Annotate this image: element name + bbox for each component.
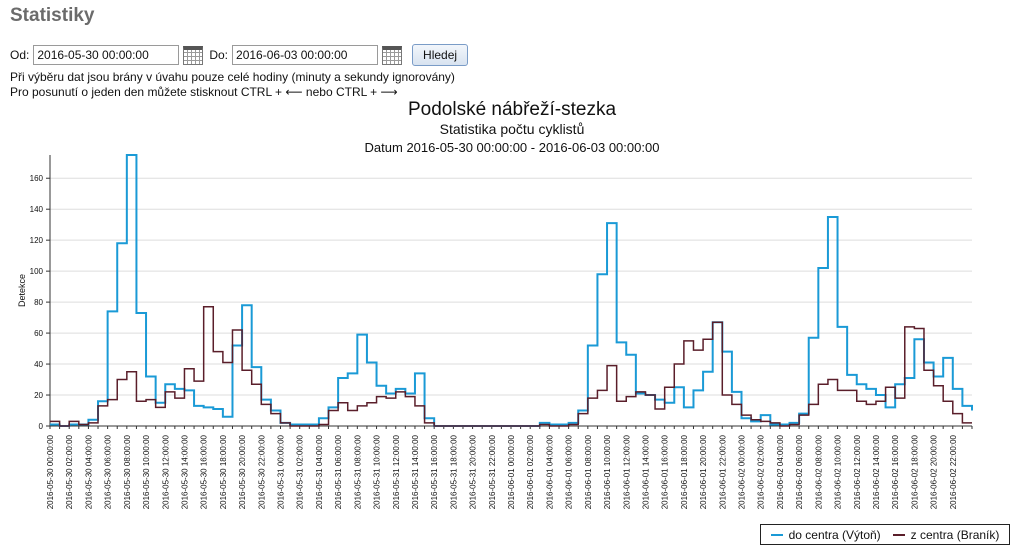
y-tick-label: 0 (39, 422, 44, 431)
x-tick-label: 2016-05-31 00:00:00 (277, 434, 286, 509)
legend-label: z centra (Braník) (910, 527, 1000, 542)
x-tick-label: 2016-05-31 08:00:00 (353, 434, 362, 509)
from-date-input[interactable] (33, 45, 180, 65)
x-tick-label: 2016-05-31 22:00:00 (488, 434, 497, 509)
x-tick-label: 2016-05-30 10:00:00 (142, 434, 151, 509)
x-tick-label: 2016-06-01 04:00:00 (545, 434, 554, 509)
y-tick-label: 60 (34, 329, 43, 338)
x-tick-label: 2016-05-31 12:00:00 (392, 434, 401, 509)
x-tick-label: 2016-05-31 14:00:00 (411, 434, 420, 509)
series-line-from-center (50, 306, 972, 427)
x-tick-label: 2016-05-31 02:00:00 (296, 434, 305, 509)
x-tick-label: 2016-05-31 06:00:00 (334, 434, 343, 509)
chart-date-range: Datum 2016-05-30 00:00:00 - 2016-06-03 0… (364, 140, 660, 155)
date-filter-bar: Od: Do: Hledej (10, 43, 469, 67)
x-tick-label: 2016-06-01 22:00:00 (718, 434, 727, 509)
x-tick-label: 2016-06-01 20:00:00 (699, 434, 708, 509)
x-tick-label: 2016-05-31 16:00:00 (430, 434, 439, 509)
shortcut-note: Pro posunutí o jeden den můžete stisknou… (10, 85, 398, 99)
x-tick-label: 2016-06-02 12:00:00 (853, 434, 862, 509)
x-tick-label: 2016-06-01 16:00:00 (661, 434, 670, 509)
y-tick-label: 80 (34, 298, 43, 307)
x-tick-label: 2016-05-30 22:00:00 (257, 434, 266, 509)
x-tick-label: 2016-05-30 00:00:00 (46, 434, 55, 509)
x-tick-label: 2016-05-31 20:00:00 (469, 434, 478, 509)
x-tick-label: 2016-05-30 12:00:00 (161, 434, 170, 509)
x-tick-label: 2016-06-02 18:00:00 (910, 434, 919, 509)
y-tick-label: 120 (30, 236, 44, 245)
series-line-to-center (50, 154, 973, 427)
x-tick-label: 2016-06-02 14:00:00 (872, 434, 881, 509)
x-tick-label: 2016-05-30 18:00:00 (219, 434, 228, 509)
chart-subtitle: Statistika počtu cyklistů (439, 121, 585, 137)
x-tick-label: 2016-06-01 08:00:00 (584, 434, 593, 509)
x-tick-label: 2016-06-02 04:00:00 (776, 434, 785, 509)
y-axis-label: Detekce (17, 274, 27, 307)
x-tick-label: 2016-06-02 16:00:00 (891, 434, 900, 509)
x-tick-label: 2016-06-02 00:00:00 (738, 434, 747, 509)
x-tick-label: 2016-06-02 10:00:00 (834, 434, 843, 509)
x-tick-label: 2016-06-01 12:00:00 (622, 434, 631, 509)
to-date-input[interactable] (232, 45, 379, 65)
y-tick-label: 140 (30, 205, 44, 214)
x-tick-label: 2016-05-31 18:00:00 (449, 434, 458, 509)
x-tick-label: 2016-05-30 04:00:00 (84, 434, 93, 509)
x-tick-label: 2016-05-30 02:00:00 (65, 434, 74, 509)
x-tick-label: 2016-06-02 02:00:00 (757, 434, 766, 509)
x-tick-label: 2016-05-30 16:00:00 (200, 434, 209, 509)
y-tick-label: 40 (34, 360, 43, 369)
x-tick-label: 2016-06-02 20:00:00 (930, 434, 939, 509)
legend-item-from-center: z centra (Braník) (892, 527, 1000, 542)
legend-swatch (770, 533, 783, 536)
x-tick-label: 2016-05-30 06:00:00 (104, 434, 113, 509)
x-tick-label: 2016-05-31 04:00:00 (315, 434, 324, 509)
x-tick-label: 2016-05-31 10:00:00 (373, 434, 382, 509)
y-tick-label: 100 (30, 267, 44, 276)
from-label: Od: (10, 48, 30, 62)
calendar-icon[interactable] (183, 45, 204, 65)
x-tick-label: 2016-06-01 06:00:00 (565, 434, 574, 509)
x-tick-label: 2016-05-30 08:00:00 (123, 434, 132, 509)
x-tick-label: 2016-06-02 06:00:00 (795, 434, 804, 509)
to-label: Do: (209, 48, 229, 62)
x-tick-label: 2016-06-01 18:00:00 (680, 434, 689, 509)
x-tick-label: 2016-06-01 00:00:00 (507, 434, 516, 509)
x-tick-label: 2016-05-30 14:00:00 (180, 434, 189, 509)
x-tick-label: 2016-06-02 22:00:00 (949, 434, 958, 509)
y-tick-label: 160 (30, 174, 44, 183)
x-tick-label: 2016-05-30 20:00:00 (238, 434, 247, 509)
chart-title: Podolské nábřeží-stezka (407, 99, 617, 120)
y-tick-label: 20 (34, 391, 43, 400)
x-tick-label: 2016-06-01 10:00:00 (603, 434, 612, 509)
legend-label: do centra (Výtoň) (788, 527, 881, 542)
x-tick-label: 2016-06-02 08:00:00 (814, 434, 823, 509)
search-button[interactable]: Hledej (412, 44, 469, 66)
hours-note: Při výběru dat jsou brány v úvahu pouze … (10, 70, 455, 84)
x-tick-label: 2016-06-01 02:00:00 (526, 434, 535, 509)
legend-swatch (892, 533, 905, 536)
page-title: Statistiky (10, 5, 95, 26)
chart-legend: do centra (Výtoň) z centra (Braník) (760, 524, 1010, 545)
calendar-icon[interactable] (382, 45, 403, 65)
legend-item-to-center: do centra (Výtoň) (770, 527, 881, 542)
x-tick-label: 2016-06-01 14:00:00 (641, 434, 650, 509)
